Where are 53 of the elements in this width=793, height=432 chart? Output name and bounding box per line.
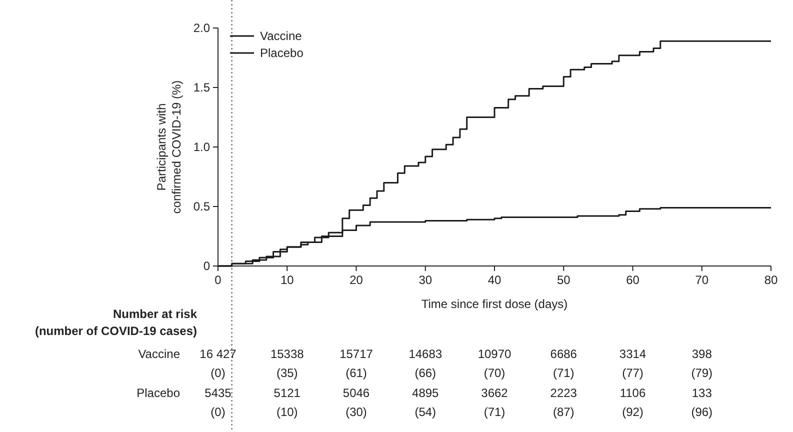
legend-label: Placebo: [260, 46, 304, 60]
text: 4895: [412, 386, 440, 400]
text: 1106: [620, 386, 646, 400]
x-tick-label: 20: [350, 273, 364, 287]
text: (35): [276, 366, 298, 380]
text: 10970: [478, 347, 512, 361]
text: 15717: [340, 347, 374, 361]
x-tick-label: 80: [764, 273, 778, 287]
y-tick-label: 0: [203, 259, 210, 274]
text: (54): [414, 405, 436, 419]
y-tick-label: 1.0: [193, 140, 210, 154]
text: 14683: [408, 347, 442, 361]
text: (0): [210, 366, 226, 380]
x-tick-label: 40: [488, 273, 502, 287]
x-axis-title: Time since first dose (days): [421, 297, 568, 311]
text: (96): [691, 405, 713, 419]
x-tick-label: 50: [556, 273, 571, 287]
text: (66): [414, 366, 436, 380]
x-tick-label: 70: [695, 273, 709, 287]
x-tick-label: 0: [214, 273, 222, 287]
text: 5046: [342, 386, 370, 400]
text: (61): [346, 366, 367, 380]
text: 6686: [550, 347, 578, 361]
x-tick-label: 30: [418, 273, 432, 287]
y-tick-label: 0.5: [193, 200, 210, 214]
x-tick-label: 60: [626, 273, 640, 287]
text: (71): [552, 366, 574, 380]
text: 16 427: [200, 347, 237, 361]
x-tick-label: 10: [280, 273, 294, 287]
text: Placebo: [136, 386, 180, 400]
text: (92): [622, 405, 644, 419]
text: (77): [622, 366, 644, 380]
text: (87): [552, 405, 574, 419]
text: 2223: [550, 386, 578, 400]
text: (71): [484, 405, 506, 419]
text: Vaccine: [138, 347, 180, 361]
text: 5121: [274, 386, 301, 400]
text: (79): [691, 366, 713, 380]
text: 133: [692, 386, 712, 400]
text: (10): [276, 405, 298, 419]
y-tick-label: 1.5: [193, 80, 210, 95]
text: 5435: [204, 386, 232, 400]
text: 3314: [619, 347, 646, 361]
y-tick-label: 2.0: [193, 21, 210, 36]
text: (0): [210, 405, 226, 419]
text: Number at risk (number of COVID-19 cases): [34, 307, 198, 338]
text: 15338: [270, 347, 304, 361]
text: (30): [346, 405, 367, 419]
text: 398: [692, 347, 712, 361]
text: (70): [484, 366, 506, 380]
text: 3662: [481, 386, 508, 400]
legend-label: Vaccine: [260, 29, 302, 44]
y-axis-title: Participants with confirmed COVID-19 (%): [154, 80, 184, 214]
